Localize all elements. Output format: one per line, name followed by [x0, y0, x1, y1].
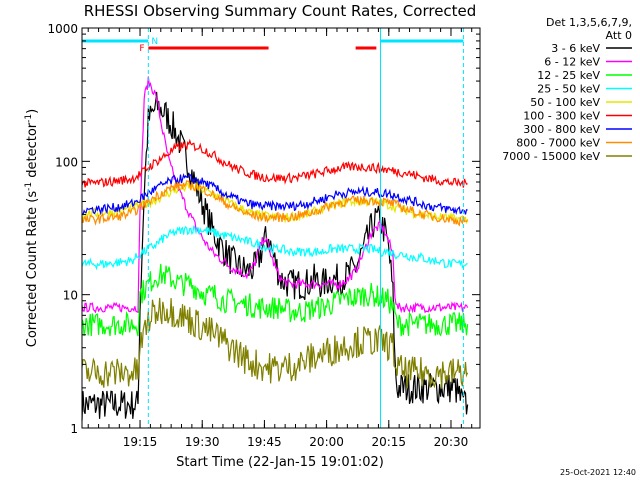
legend-label-3: 25 - 50 keV [537, 83, 600, 96]
chart-title: RHESSI Observing Summary Count Rates, Co… [84, 2, 477, 20]
series-line-5 [81, 138, 468, 188]
series-line-3 [81, 225, 468, 271]
legend-label-5: 100 - 300 keV [523, 110, 600, 123]
y-tick-label-2: 100 [55, 155, 78, 169]
series-line-6 [81, 173, 468, 216]
y-axis-label-sup1: -1 [24, 182, 34, 191]
legend-header-line1: Det 1,3,5,6,7,9, [546, 16, 632, 29]
x-tick-label-2: 19:45 [247, 435, 282, 449]
series-line-8 [81, 297, 469, 389]
series-line-7 [81, 180, 468, 227]
legend-label-2: 12 - 25 keV [537, 69, 600, 82]
series-lines [81, 76, 469, 421]
legend-label-8: 7000 - 15000 keV [502, 150, 600, 163]
y-tick-label-1: 10 [63, 289, 78, 303]
x-tick-label-3: 20:00 [309, 435, 344, 449]
legend-label-0: 3 - 6 keV [551, 42, 600, 55]
x-tick-label-4: 20:15 [371, 435, 406, 449]
y-tick-label-3: 1000 [47, 22, 78, 36]
series-line-2 [81, 263, 469, 337]
series-line-0 [81, 91, 469, 421]
legend-header-line2: Att 0 [606, 29, 632, 42]
legend-label-4: 50 - 100 keV [530, 96, 600, 109]
plot-frame [81, 27, 481, 429]
x-tick-label-0: 19:15 [123, 435, 158, 449]
x-tick-label-1: 19:30 [185, 435, 220, 449]
y-axis-label-end: ) [25, 109, 40, 114]
y-axis-label-mid: detector [25, 122, 40, 182]
y-axis-label-sup2: -1 [24, 114, 34, 123]
x-axis-label: Start Time (22-Jan-15 19:01:02) [176, 455, 384, 470]
annotation-bars: NF [82, 37, 464, 54]
time-markers [147, 28, 464, 428]
axis-ticks: 1 10 100 1000 19:15 19:30 19:45 20:00 20:15 20:30 [47, 22, 480, 449]
x-tick-label-5: 20:30 [434, 435, 469, 449]
legend-label-1: 6 - 12 keV [544, 56, 600, 69]
flare-label: F [139, 44, 144, 54]
night-label: N [151, 37, 158, 47]
y-axis-label-main: Corrected Count Rate (s [25, 191, 40, 348]
date-stamp: 25-Oct-2021 12:40 [560, 468, 636, 477]
y-tick-label-0: 1 [70, 422, 78, 436]
y-axis-label: Corrected Count Rate (s-1 detector-1) [24, 109, 40, 347]
legend-label-7: 800 - 7000 keV [516, 137, 600, 150]
legend-label-6: 300 - 800 keV [523, 123, 600, 136]
series-line-1 [81, 76, 469, 314]
